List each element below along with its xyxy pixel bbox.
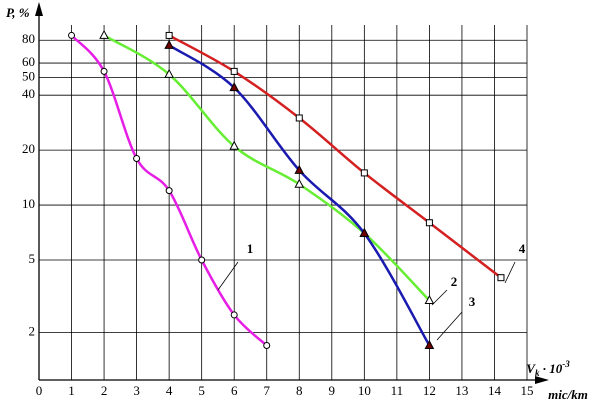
x-label-sub: k: [535, 368, 540, 378]
point: [424, 339, 435, 349]
point: [229, 82, 240, 92]
x-axis-label: Vk · 10-3: [526, 359, 570, 378]
y-tick-label: 5: [29, 251, 36, 266]
x-axis-unit: mic/km: [548, 387, 588, 402]
point: [99, 29, 109, 39]
point: [165, 187, 173, 195]
y-tick-label: 20: [22, 141, 35, 156]
point: [295, 114, 303, 122]
series-line: [103, 34, 431, 302]
point: [198, 256, 206, 264]
point: [68, 31, 76, 39]
series-label: 4: [519, 241, 526, 256]
x-tick-label: 10: [358, 383, 371, 398]
x-tick-label: 1: [68, 383, 75, 398]
x-tick-label: 6: [231, 383, 238, 398]
y-axis-label: P, %: [6, 5, 30, 20]
point: [164, 39, 174, 49]
x-label-main: V: [526, 361, 536, 376]
x-tick-label: 9: [329, 383, 336, 398]
x-label-rest: · 10: [539, 361, 562, 376]
y-tick-label: 60: [22, 54, 35, 69]
y-tick-label: 50: [22, 68, 35, 83]
x-tick-label: 4: [166, 383, 173, 398]
x-tick-label: 8: [296, 383, 303, 398]
point: [100, 67, 108, 75]
point: [294, 164, 305, 174]
point: [360, 169, 368, 177]
y-axis-arrow: [35, 2, 43, 16]
series-label: 3: [469, 294, 476, 309]
y-tick-label: 80: [22, 31, 35, 46]
leader-line: [436, 311, 463, 341]
x-tick-label: 12: [423, 383, 436, 398]
point: [425, 219, 433, 227]
point: [359, 227, 370, 237]
x-tick-label: 0: [36, 383, 43, 398]
point: [263, 341, 271, 349]
point: [497, 274, 505, 282]
x-tick-label: 2: [101, 383, 108, 398]
point: [424, 294, 435, 304]
point: [229, 140, 240, 150]
point: [230, 311, 238, 319]
series-label: 1: [247, 241, 254, 256]
x-tick-label: 11: [391, 383, 404, 398]
leader-line: [431, 289, 448, 306]
x-tick-label: 5: [198, 383, 205, 398]
leader-line: [217, 261, 239, 291]
series-label: 2: [451, 274, 458, 289]
y-tick-label: 2: [29, 324, 36, 339]
point: [294, 178, 305, 188]
y-tick-label: 10: [22, 196, 35, 211]
leader-line: [504, 261, 516, 284]
point: [164, 68, 174, 78]
series-line: [168, 34, 502, 279]
x-tick-label: 15: [521, 383, 534, 398]
x-tick-label: 13: [455, 383, 468, 398]
y-tick-label: 40: [22, 86, 35, 101]
x-tick-label: 3: [133, 383, 140, 398]
point: [230, 67, 238, 75]
x-tick-label: 14: [488, 383, 502, 398]
x-tick-label: 7: [263, 383, 270, 398]
x-axis-arrow: [535, 376, 549, 384]
point: [165, 31, 173, 39]
point: [133, 154, 141, 162]
x-label-sup: -3: [562, 359, 570, 369]
